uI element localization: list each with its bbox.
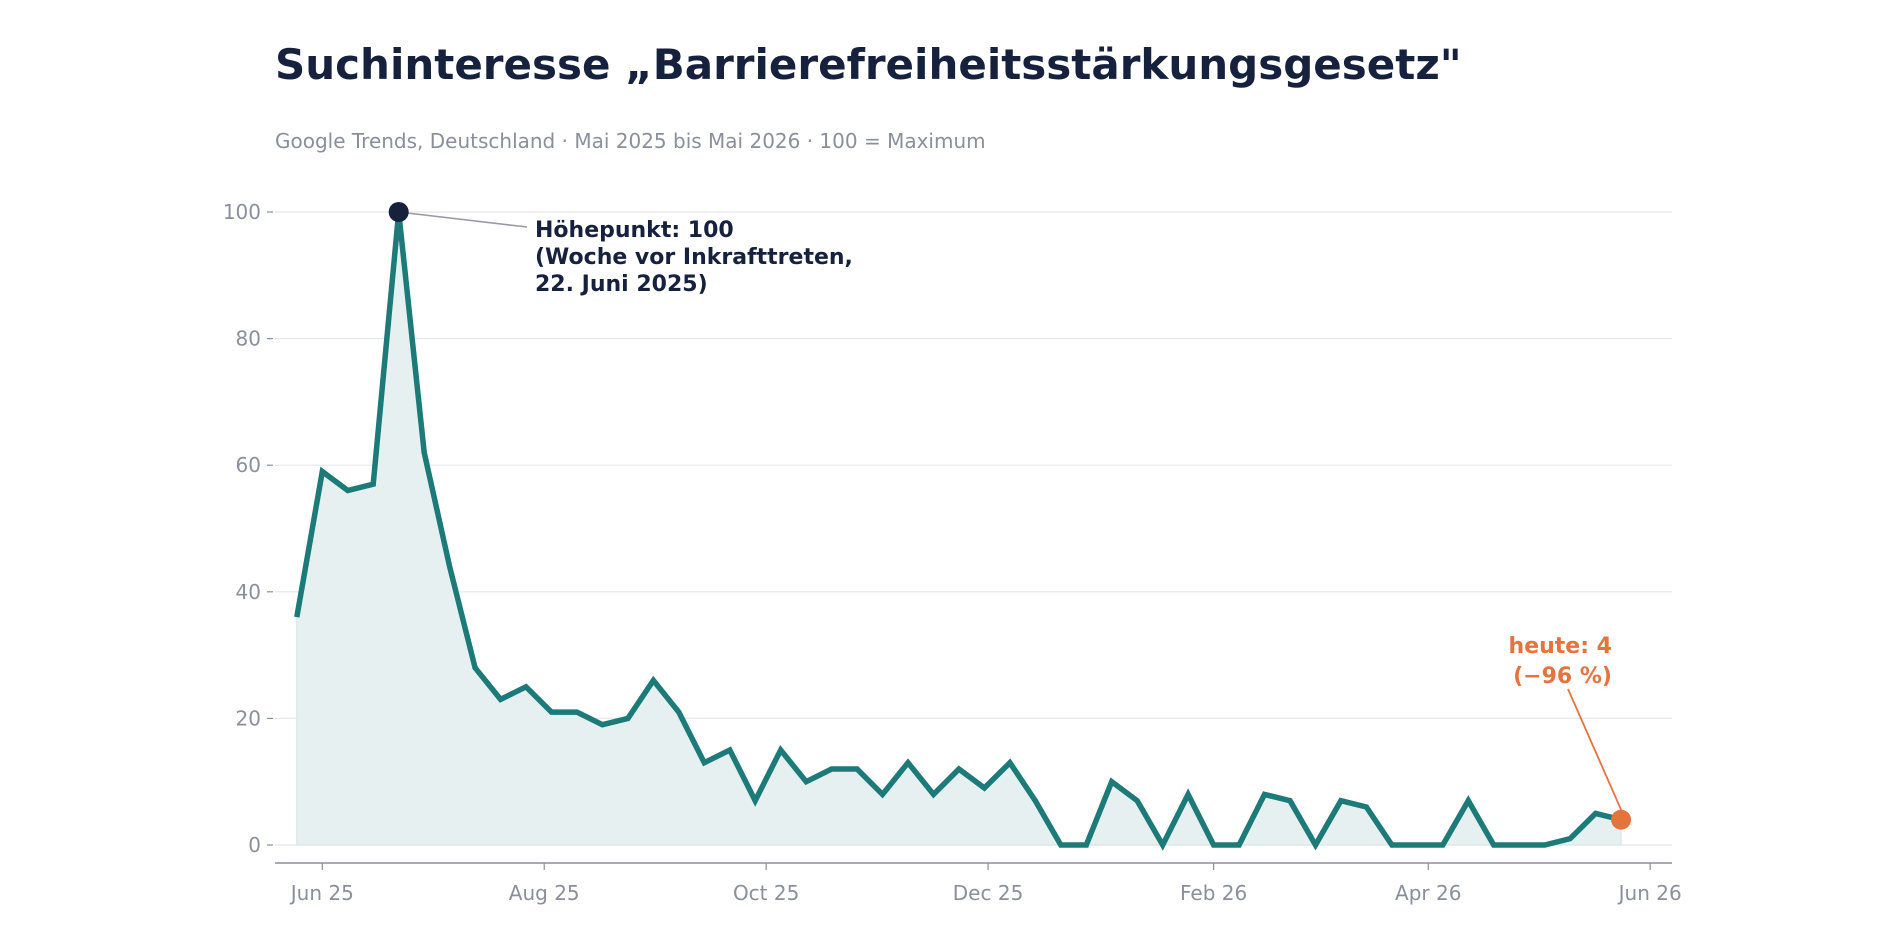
peak-annotation-label: Höhepunkt: 100 (Woche vor Inkrafttreten, 2… [535,218,853,297]
x-tick-label: Aug 25 [509,881,580,905]
y-tick-label: 60 [236,453,261,477]
peak-annotation-line: Höhepunkt: 100 [535,218,734,243]
peak-marker [388,202,409,222]
y-tick-label: 80 [236,327,261,351]
x-tick-label: Oct 25 [733,881,799,905]
peak-annotation-connector [398,211,528,228]
chart-subtitle: Google Trends, Deutschland · Mai 2025 bi… [275,129,986,153]
series-line-layer [294,211,1622,851]
annotations: Höhepunkt: 100 (Woche vor Inkrafttreten, 2… [388,202,1632,830]
x-tick-label: Jun 26 [1617,881,1682,905]
today-annotation-line: (−96 %) [1513,664,1612,689]
y-tick-label: 100 [223,200,261,224]
series-line [294,211,1622,851]
today-annotation-connector [1567,688,1622,811]
x-tick-label: Dec 25 [953,881,1024,905]
peak-annotation-line: 22. Juni 2025) [535,272,708,297]
today-annotation-label: heute: 4 (−96 %) [1509,634,1612,689]
y-tick-label: 0 [248,833,261,857]
peak-annotation-line: (Woche vor Inkrafttreten, [535,245,853,270]
today-annotation-line: heute: 4 [1509,634,1612,659]
axes: 0 20 40 60 80 100 Jun 25 Aug 25 Oct 25 Dec 25 Feb … [223,200,1682,905]
today-marker [1611,809,1632,830]
area-fill-layer [296,211,1622,847]
x-tick-label: Apr 26 [1395,881,1461,905]
chart-title: Suchinteresse „Barrierefreiheitsstärkung… [275,40,1462,89]
x-tick-label: Jun 25 [289,881,354,905]
y-tick-label: 20 [236,706,261,730]
y-tick-label: 40 [236,580,261,604]
x-tick-label: Feb 26 [1180,881,1247,905]
series-area [296,211,1622,847]
